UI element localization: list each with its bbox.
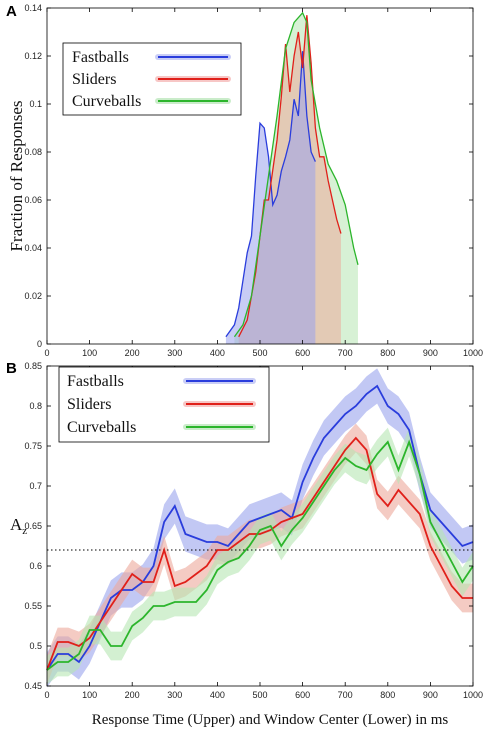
panel-b-y-tick-label-0-8: 0.8 xyxy=(29,401,42,411)
panel-b-y-tick-label-0-6: 0.6 xyxy=(29,561,42,571)
panel-b-x-tick-label-900: 900 xyxy=(423,690,438,700)
panel-a-x-tick-label-300: 300 xyxy=(167,348,182,358)
panel-a-x-tick-label-700: 700 xyxy=(338,348,353,358)
panel-a-lines xyxy=(225,11,359,338)
panel-b-y-tick-label-0-75: 0.75 xyxy=(24,441,42,451)
panel-b-bands xyxy=(47,368,473,688)
panel-b-legend-label-sliders: Sliders xyxy=(67,396,111,413)
panel-a-x-tick-label-900: 900 xyxy=(423,348,438,358)
panel-b-y-tick-label-0-5: 0.5 xyxy=(29,641,42,651)
panel-a-x-tick-label-600: 600 xyxy=(295,348,310,358)
panel-b: B Az Response Time (Upper) and Window Ce… xyxy=(6,360,483,728)
panel-a-x-tick-label-1000: 1000 xyxy=(463,348,483,358)
panel-b-legend-label-fastballs: Fastballs xyxy=(67,373,124,390)
panel-a-y-tick-label-0-04: 0.04 xyxy=(24,243,42,253)
panel-a-fills xyxy=(225,12,358,345)
panel-b-lines xyxy=(46,384,474,671)
panel-a-y-tick-label-0: 0 xyxy=(37,339,42,349)
panel-b-x-tick-label-800: 800 xyxy=(380,690,395,700)
panel-a-fill-fastballs xyxy=(225,51,316,344)
panel-a-legend-label-sliders: Sliders xyxy=(72,71,116,88)
panel-b-label: B xyxy=(6,360,17,377)
panel-a-x-tick-label-400: 400 xyxy=(210,348,225,358)
panel-b-x-tick-label-0: 0 xyxy=(44,690,49,700)
panel-a-y-tick-label-0-1: 0.1 xyxy=(29,99,42,109)
panel-b-y-axis-label-sub: z xyxy=(22,525,27,537)
panel-b-y-tick-label-0-7: 0.7 xyxy=(29,481,42,491)
panel-b-x-tick-label-600: 600 xyxy=(295,690,310,700)
panel-b-x-tick-label-1000: 1000 xyxy=(463,690,483,700)
panel-b-line-curveballs xyxy=(46,439,474,671)
panel-a-y-axis-label: Fraction of Responses xyxy=(7,100,26,251)
panel-b-x-axis-label: Response Time (Upper) and Window Center … xyxy=(92,712,449,728)
panel-a-x-tick-label-0: 0 xyxy=(44,348,49,358)
panel-b-y-tick-label-0-65: 0.65 xyxy=(24,521,42,531)
panel-b-line-sliders xyxy=(46,436,473,671)
panel-b-x-tick-label-500: 500 xyxy=(252,690,267,700)
panel-a-y-tick-label-0-02: 0.02 xyxy=(24,291,42,301)
panel-a-label: A xyxy=(6,3,17,20)
panel-b-y-tick-label-0-55: 0.55 xyxy=(24,601,42,611)
panel-a-x-tick-label-200: 200 xyxy=(125,348,140,358)
panel-a-x-tick-label-500: 500 xyxy=(252,348,267,358)
panel-b-axes: 0 100 200 300 400 500 600 700 800 900 1000 0.45 0.5 0… xyxy=(24,361,483,700)
panel-a-axes: 0 100 200 300 400 500 600 700 800 900 1000 0 0.02 0.0… xyxy=(24,3,483,358)
panel-a-legend-label-fastballs: Fastballs xyxy=(72,49,129,66)
panel-b-x-tick-label-700: 700 xyxy=(338,690,353,700)
panel-b-x-tick-label-300: 300 xyxy=(167,690,182,700)
panel-b-x-tick-label-200: 200 xyxy=(125,690,140,700)
panel-a-x-tick-label-800: 800 xyxy=(380,348,395,358)
panel-b-band-curveballs xyxy=(47,427,473,685)
panel-b-y-axis-label-main: A xyxy=(10,515,23,534)
panel-a-legend: Fastballs Sliders Curveballs xyxy=(62,42,242,116)
panel-a-y-tick-label-0-06: 0.06 xyxy=(24,195,42,205)
panel-a-legend-label-curveballs: Curveballs xyxy=(72,93,141,110)
panel-a-x-tick-label-100: 100 xyxy=(82,348,97,358)
panel-a-y-tick-label-0-12: 0.12 xyxy=(24,51,42,61)
panel-b-x-tick-label-100: 100 xyxy=(82,690,97,700)
panel-b-legend-label-curveballs: Curveballs xyxy=(67,419,136,436)
panel-b-line-fastballs xyxy=(46,384,474,671)
panel-a: A Fraction of Responses 0 100 200 300 400 500… xyxy=(6,3,483,358)
panel-b-legend: Fastballs Sliders Curveballs xyxy=(58,366,270,443)
panel-b-x-tick-label-400: 400 xyxy=(210,690,225,700)
panel-b-y-tick-label-0-85: 0.85 xyxy=(24,361,42,371)
panel-a-y-tick-label-0-14: 0.14 xyxy=(24,3,42,13)
panel-b-y-tick-label-0-45: 0.45 xyxy=(24,681,42,691)
panel-b-y-axis-label: Az xyxy=(10,515,27,537)
panel-a-y-tick-label-0-08: 0.08 xyxy=(24,147,42,157)
panel-a-line-curveballs xyxy=(233,11,359,338)
